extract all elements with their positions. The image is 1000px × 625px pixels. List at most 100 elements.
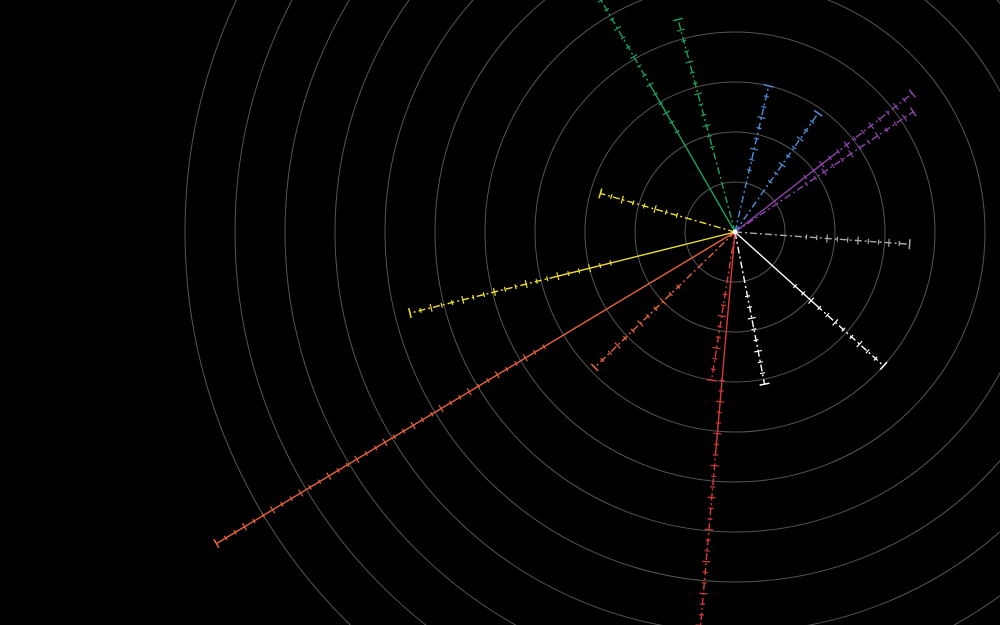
ray-tick bbox=[223, 535, 228, 541]
ray-tick bbox=[410, 421, 416, 430]
ray-tick bbox=[754, 349, 763, 353]
ray-tick bbox=[486, 377, 490, 383]
ray-tick bbox=[710, 464, 719, 467]
ray-tick bbox=[749, 158, 755, 161]
ray-tick bbox=[857, 145, 862, 151]
ray-tick bbox=[873, 356, 878, 361]
ray-tick bbox=[785, 154, 791, 159]
ray-tick bbox=[778, 161, 786, 168]
ray-green bbox=[597, 0, 736, 233]
ray-tick bbox=[699, 592, 708, 595]
ray-tick bbox=[843, 141, 850, 149]
ray-tick bbox=[419, 307, 422, 313]
ray-segment-dashed bbox=[409, 275, 557, 314]
ray-tick bbox=[429, 411, 434, 417]
ray-tick bbox=[636, 64, 642, 68]
ray-orange-short bbox=[590, 231, 736, 372]
ring-11 bbox=[184, 0, 352, 625]
ray-tick bbox=[440, 302, 443, 308]
ray-tick bbox=[713, 432, 722, 435]
ray-tick bbox=[482, 292, 486, 298]
ray-blue-diag bbox=[734, 109, 823, 233]
ray-segment-dashed bbox=[600, 192, 736, 233]
ray-tick bbox=[860, 129, 865, 135]
ray-tick bbox=[874, 132, 881, 140]
ray-tick bbox=[542, 344, 546, 350]
ray-tick bbox=[514, 284, 517, 290]
ray-end-cap bbox=[908, 89, 916, 98]
center-point bbox=[732, 229, 738, 235]
ray-segment-dashed bbox=[734, 231, 766, 385]
ring-5 bbox=[484, 0, 986, 483]
ray-tick bbox=[629, 54, 638, 60]
ray-tick bbox=[888, 238, 890, 247]
ray-tick bbox=[877, 116, 882, 122]
ray-tick bbox=[808, 297, 815, 304]
ray-tick bbox=[664, 209, 668, 215]
ray-tick bbox=[792, 283, 798, 289]
ray-tick bbox=[676, 28, 685, 32]
ray-tick bbox=[503, 286, 507, 292]
ray-tick bbox=[504, 366, 509, 372]
ray-tick bbox=[653, 306, 658, 311]
ray-tick bbox=[821, 168, 827, 176]
ray-tick bbox=[637, 320, 644, 327]
ring-8 bbox=[334, 0, 1000, 625]
ray-segment-dashed bbox=[699, 448, 717, 625]
ray-tick bbox=[252, 518, 256, 524]
ray-tick bbox=[630, 328, 635, 333]
ray-tick bbox=[645, 313, 651, 319]
ray-tick bbox=[317, 479, 322, 485]
ray-tick bbox=[609, 17, 615, 21]
ray-tick bbox=[401, 428, 406, 434]
ray-gray bbox=[734, 231, 911, 250]
ray-tick bbox=[757, 116, 766, 119]
ray-tick bbox=[717, 314, 726, 318]
ray-tick bbox=[598, 263, 602, 269]
ray-tick bbox=[642, 203, 646, 209]
ring-7 bbox=[384, 0, 1000, 583]
ray-tick bbox=[308, 484, 312, 490]
ray-tick bbox=[849, 334, 854, 340]
ray-segment-dashed bbox=[710, 231, 736, 381]
ring-6 bbox=[434, 0, 1000, 533]
ray-tick bbox=[712, 346, 721, 350]
ray-tick bbox=[494, 371, 500, 379]
ray-end-cap bbox=[759, 382, 770, 386]
ray-tick bbox=[364, 451, 369, 457]
ray-tick bbox=[535, 278, 538, 285]
ray-tick bbox=[646, 82, 654, 88]
ray-tick bbox=[420, 417, 425, 423]
ray-tick bbox=[676, 284, 681, 289]
ring-1 bbox=[684, 181, 786, 283]
ray-tick bbox=[791, 145, 797, 150]
ray-segment-solid bbox=[734, 155, 833, 233]
ray-tick bbox=[609, 260, 612, 266]
ray-end-cap bbox=[879, 361, 888, 371]
ray-tick bbox=[674, 129, 680, 134]
ray-segment-dashed bbox=[734, 112, 819, 233]
ray-tick bbox=[336, 468, 340, 473]
ray-tick bbox=[709, 145, 715, 149]
ray-yellow-long bbox=[408, 231, 736, 319]
ray-tick bbox=[753, 339, 759, 342]
ray-end-cap bbox=[408, 308, 412, 319]
ray-tick bbox=[866, 139, 871, 145]
rays-group bbox=[213, 0, 917, 625]
ray-tick bbox=[289, 496, 294, 502]
ray-tick bbox=[856, 340, 863, 348]
ray-end-cap bbox=[598, 188, 603, 199]
ray-tick bbox=[831, 163, 835, 169]
ray-tick bbox=[326, 472, 332, 480]
ray-tick bbox=[472, 294, 475, 300]
ray-tick bbox=[763, 95, 769, 98]
ray-tick bbox=[825, 312, 830, 318]
ray-tick bbox=[514, 361, 518, 367]
ray-tick bbox=[809, 119, 815, 124]
ray-tick bbox=[804, 181, 809, 187]
ray-tick bbox=[902, 97, 907, 103]
ray-tick bbox=[712, 357, 718, 360]
ray-tick bbox=[710, 368, 716, 371]
ray-tick bbox=[818, 160, 825, 168]
